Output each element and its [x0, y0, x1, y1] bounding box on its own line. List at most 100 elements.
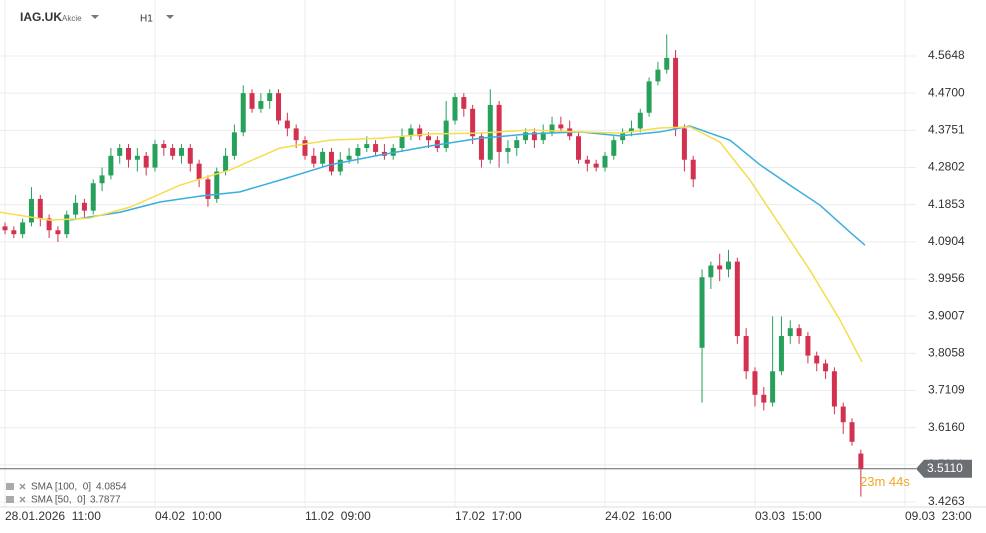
y-tick-label: 3.4263 — [928, 494, 965, 508]
y-tick-label: 4.1853 — [928, 197, 965, 211]
candle-body — [302, 140, 308, 156]
candle-body — [311, 155, 317, 164]
x-tick-label: 24.02 16:00 — [605, 509, 672, 523]
candle-body — [355, 147, 361, 156]
candle-body — [2, 226, 8, 231]
candle-body — [540, 132, 546, 141]
candle-body — [831, 371, 837, 407]
candle-body — [770, 371, 776, 403]
candle-body — [787, 328, 793, 337]
legend-icon — [6, 496, 14, 503]
candle-body — [346, 155, 352, 160]
candle-body — [249, 93, 255, 109]
candle-body — [505, 147, 511, 152]
candle-body — [337, 159, 343, 172]
x-tick-label: 11.02 09:00 — [305, 509, 371, 523]
candle-body — [46, 218, 52, 231]
candle-body — [611, 140, 617, 156]
candle-body — [99, 175, 105, 184]
x-tick-label: 03.03 15:00 — [755, 509, 822, 523]
candle-body — [152, 144, 158, 168]
candle-body — [258, 100, 264, 109]
candle-body — [681, 128, 687, 160]
candle-body — [796, 328, 802, 337]
dropdown-arrow[interactable] — [166, 15, 174, 19]
candle-body — [408, 128, 414, 137]
y-tick-label: 3.8058 — [928, 346, 965, 360]
candle-body — [64, 214, 70, 235]
candle-body — [143, 155, 149, 168]
legend-close — [19, 483, 26, 490]
candle-body — [840, 406, 846, 423]
candle-body — [170, 147, 176, 156]
candle-body — [717, 265, 723, 270]
candle-body — [205, 179, 211, 199]
candle-body — [664, 57, 670, 70]
candle-body — [576, 136, 582, 160]
candle-body — [117, 147, 123, 156]
candle-body — [293, 128, 299, 141]
timeframe[interactable]: H1 — [140, 14, 153, 25]
candle-body — [214, 171, 220, 199]
legend-value: 3.7877 — [90, 495, 121, 506]
candle-body — [646, 81, 652, 113]
instrument-type: Akcie — [62, 14, 82, 23]
candle-body — [328, 151, 334, 172]
candle-body — [284, 120, 290, 129]
candle-body — [90, 183, 96, 211]
candle-body — [673, 57, 679, 129]
candle-body — [814, 355, 820, 364]
candle-body — [37, 198, 43, 219]
candle-body — [434, 140, 440, 148]
candle-body — [823, 363, 829, 372]
candle-body — [267, 93, 273, 101]
candle-body — [461, 97, 467, 109]
y-tick-label: 3.6160 — [928, 420, 965, 434]
candle-body — [276, 93, 282, 121]
candle-body — [364, 144, 370, 148]
candle-body — [531, 132, 537, 141]
candle-body — [178, 147, 184, 156]
candle-body — [549, 124, 555, 133]
candle-body — [187, 147, 193, 164]
candle-body — [470, 108, 476, 137]
candle-body — [20, 222, 26, 235]
dropdown-arrow[interactable] — [91, 15, 99, 19]
candle-body — [108, 155, 114, 176]
y-tick-label: 4.4700 — [928, 85, 965, 99]
candle-body — [373, 144, 379, 152]
candle-body — [240, 93, 246, 133]
legend-name: SMA [50, 0] — [31, 495, 86, 506]
y-tick-label: 4.0904 — [928, 234, 965, 248]
candle-body — [417, 128, 423, 137]
candle-body — [778, 336, 784, 372]
candle-body — [628, 128, 634, 133]
y-tick-label: 3.9007 — [928, 308, 965, 322]
candle-body — [426, 136, 432, 141]
countdown: 23m 44s — [860, 474, 910, 489]
candle-body — [708, 265, 714, 278]
candle-body — [196, 163, 202, 180]
last-price-box — [916, 459, 972, 478]
legend-name: SMA [100, 0] — [31, 482, 91, 493]
symbol[interactable]: IAG.UK — [20, 10, 62, 24]
candle-body — [849, 422, 855, 442]
candle-body — [11, 230, 17, 235]
y-tick-label: 4.3751 — [928, 122, 965, 136]
candle-body — [743, 336, 749, 372]
candle-body — [28, 198, 34, 223]
y-tick-label: 4.5648 — [928, 48, 965, 62]
candle-body — [399, 136, 405, 148]
candle-body — [584, 159, 590, 164]
candle-body — [637, 112, 643, 129]
candle-body — [134, 155, 140, 160]
candle-body — [655, 69, 661, 82]
legend-value: 4.0854 — [96, 482, 127, 493]
y-tick-label: 4.2802 — [928, 160, 965, 174]
sma-line — [0, 126, 863, 363]
candle-body — [81, 202, 87, 211]
candle-body — [558, 124, 564, 129]
candle-body — [523, 132, 529, 141]
legend-close — [19, 496, 26, 503]
